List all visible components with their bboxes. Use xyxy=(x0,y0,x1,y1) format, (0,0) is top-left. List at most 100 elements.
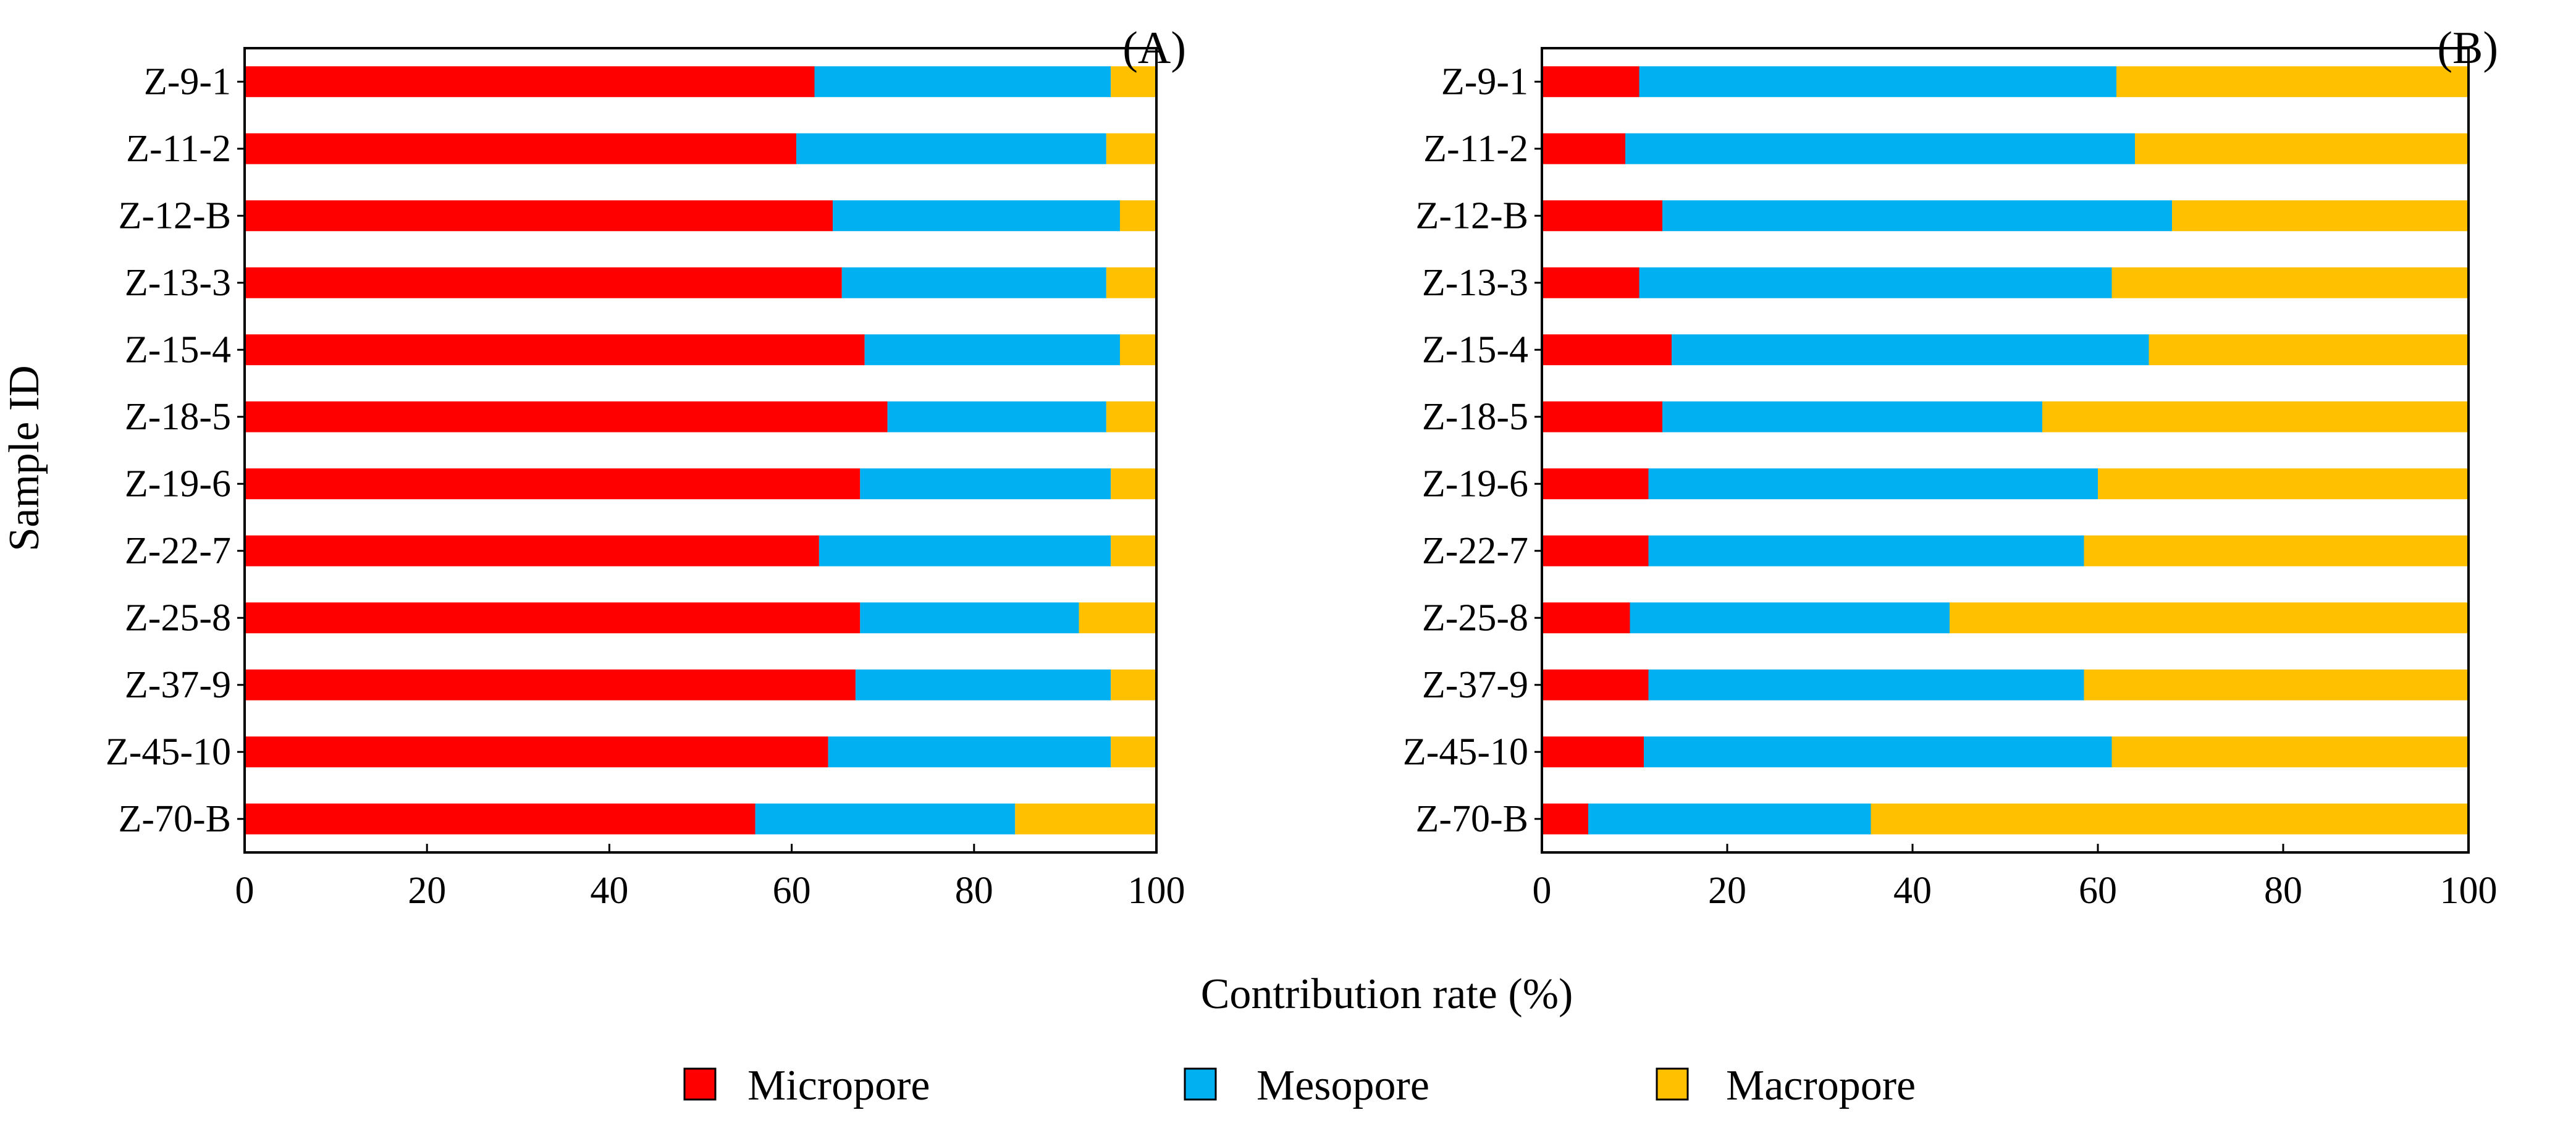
bar-mesopore-z-12-b xyxy=(1662,200,2172,232)
bar-micropore-z-11-2 xyxy=(245,133,796,164)
legend-swatch-mesopore xyxy=(1184,1067,1217,1101)
category-label: Z-19-6 xyxy=(125,463,231,505)
bar-micropore-z-19-6 xyxy=(245,468,861,500)
bar-mesopore-z-37-9 xyxy=(1648,669,2084,700)
bar-mesopore-z-70-b xyxy=(755,803,1016,835)
category-label: Z-37-9 xyxy=(1422,664,1528,706)
legend-item-mesopore: Mesopore xyxy=(1184,1062,1429,1109)
category-label: Z-15-4 xyxy=(125,329,231,371)
category-label: Z-19-6 xyxy=(1422,463,1528,505)
x-tick-label: 100 xyxy=(1128,870,1185,912)
bar-mesopore-z-45-10 xyxy=(828,736,1111,768)
bar-macropore-z-19-6 xyxy=(2098,468,2469,500)
bar-micropore-z-22-7 xyxy=(245,535,819,566)
bar-mesopore-z-19-6 xyxy=(1648,468,2098,500)
category-label: Z-18-5 xyxy=(125,396,231,438)
category-label: Z-13-3 xyxy=(1422,262,1528,304)
bar-macropore-z-25-8 xyxy=(1950,602,2469,634)
panel-b-label: (B) xyxy=(2437,23,2498,74)
category-label: Z-25-8 xyxy=(125,597,231,639)
bar-mesopore-z-25-8 xyxy=(860,602,1079,634)
x-tick-label: 20 xyxy=(408,870,446,912)
x-tick-label: 60 xyxy=(773,870,811,912)
x-tick-label: 80 xyxy=(2264,870,2302,912)
bar-macropore-z-18-5 xyxy=(1106,401,1156,432)
bar-mesopore-z-11-2 xyxy=(796,133,1106,164)
x-tick-label: 0 xyxy=(235,870,255,912)
bar-micropore-z-9-1 xyxy=(245,66,815,98)
legend-swatch-micropore xyxy=(683,1067,717,1101)
bar-macropore-z-19-6 xyxy=(1111,468,1156,500)
bar-macropore-z-45-10 xyxy=(1111,736,1156,768)
x-tick-label: 60 xyxy=(2079,870,2117,912)
bar-micropore-z-19-6 xyxy=(1542,468,1649,500)
panel-b-chart: Z-9-1 Z-11-2 Z-12-B Z-13-3 Z-15-4 Z-18-5 Z-19-… xyxy=(1403,23,2498,912)
bar-mesopore-z-45-10 xyxy=(1644,736,2112,768)
x-axis-title: Contribution rate (%) xyxy=(1201,970,1573,1018)
bar-macropore-z-11-2 xyxy=(1106,133,1156,164)
x-tick-label: 40 xyxy=(1893,870,1932,912)
bar-mesopore-z-12-b xyxy=(833,200,1120,232)
bar-macropore-z-25-8 xyxy=(1079,602,1156,634)
legend: Micropore Mesopore Macropore xyxy=(683,1062,1916,1109)
category-label: Z-12-B xyxy=(118,195,231,237)
bar-macropore-z-12-b xyxy=(1119,200,1156,232)
category-label: Z-70-B xyxy=(1415,798,1528,840)
bar-micropore-z-18-5 xyxy=(1542,401,1662,432)
legend-item-macropore: Macropore xyxy=(1656,1062,1916,1109)
bar-mesopore-z-15-4 xyxy=(864,334,1120,366)
legend-swatch-macropore xyxy=(1656,1067,1689,1101)
bar-macropore-z-70-b xyxy=(1871,803,2469,835)
bar-micropore-z-12-b xyxy=(1542,200,1662,232)
bar-micropore-z-37-9 xyxy=(1542,669,1649,700)
x-tick-label: 100 xyxy=(2440,870,2498,912)
bar-micropore-z-18-5 xyxy=(245,401,888,432)
category-label: Z-22-7 xyxy=(125,530,231,572)
bar-micropore-z-11-2 xyxy=(1542,133,1625,164)
bar-micropore-z-70-b xyxy=(1542,803,1588,835)
bar-macropore-z-18-5 xyxy=(2042,401,2469,432)
bar-micropore-z-15-4 xyxy=(1542,334,1672,366)
bar-macropore-z-13-3 xyxy=(1106,267,1156,298)
bar-macropore-z-22-7 xyxy=(1111,535,1156,566)
category-label: Z-9-1 xyxy=(144,61,231,103)
bar-micropore-z-22-7 xyxy=(1542,535,1649,566)
category-label: Z-9-1 xyxy=(1441,61,1528,103)
bar-micropore-z-45-10 xyxy=(1542,736,1644,768)
x-tick-label: 80 xyxy=(955,870,993,912)
bar-micropore-z-37-9 xyxy=(245,669,856,700)
bar-micropore-z-13-3 xyxy=(1542,267,1639,298)
legend-label-mesopore: Mesopore xyxy=(1256,1062,1429,1109)
bar-mesopore-z-15-4 xyxy=(1672,334,2149,366)
bar-mesopore-z-18-5 xyxy=(1662,401,2042,432)
y-axis-title: Sample ID xyxy=(1,365,48,551)
bar-mesopore-z-13-3 xyxy=(1639,267,2112,298)
bar-macropore-z-13-3 xyxy=(2111,267,2469,298)
bar-macropore-z-45-10 xyxy=(2111,736,2469,768)
bar-macropore-z-37-9 xyxy=(1111,669,1156,700)
category-label: Z-11-2 xyxy=(126,128,231,170)
bar-macropore-z-15-4 xyxy=(2149,334,2469,366)
panel-a-plot-frame xyxy=(243,47,1158,854)
panel-a-label: (A) xyxy=(1122,23,1186,74)
category-label: Z-15-4 xyxy=(1422,329,1528,371)
bar-mesopore-z-22-7 xyxy=(819,535,1111,566)
legend-label-macropore: Macropore xyxy=(1726,1062,1916,1109)
category-label: Z-18-5 xyxy=(1422,396,1528,438)
bar-macropore-z-11-2 xyxy=(2135,133,2469,164)
bar-mesopore-z-18-5 xyxy=(887,401,1106,432)
category-label: Z-45-10 xyxy=(106,731,231,773)
bar-mesopore-z-11-2 xyxy=(1625,133,2135,164)
bar-micropore-z-12-b xyxy=(245,200,833,232)
category-label: Z-11-2 xyxy=(1423,128,1528,170)
panel-b-plot-frame xyxy=(1541,47,2470,854)
bar-macropore-z-9-1 xyxy=(1111,66,1156,98)
bar-macropore-z-15-4 xyxy=(1119,334,1156,366)
bar-micropore-z-25-8 xyxy=(245,602,861,634)
panel-a-chart: Z-9-1 Z-11-2 Z-12-B Z-13-3 Z-15-4 Z-18-5 Z-19-… xyxy=(106,23,1186,912)
bar-mesopore-z-19-6 xyxy=(860,468,1111,500)
bar-macropore-z-22-7 xyxy=(2084,535,2469,566)
bar-mesopore-z-70-b xyxy=(1588,803,1871,835)
bar-mesopore-z-37-9 xyxy=(855,669,1111,700)
